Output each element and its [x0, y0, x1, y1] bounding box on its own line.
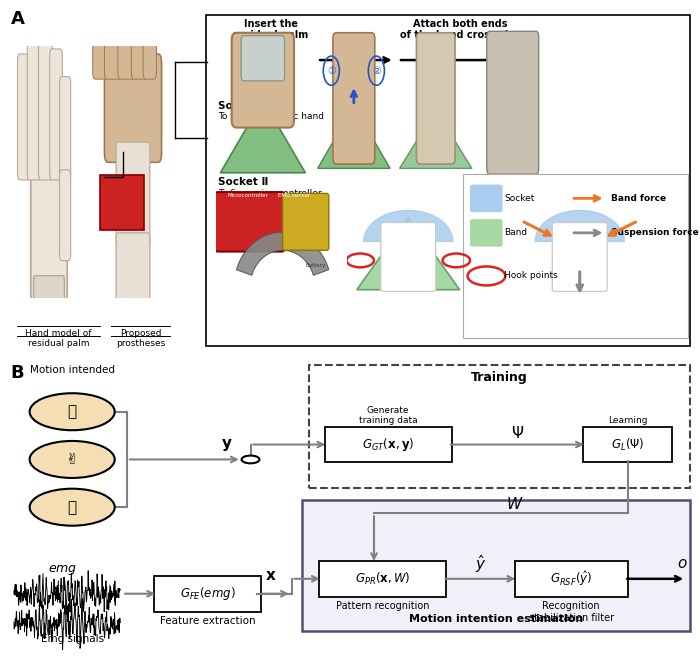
FancyBboxPatch shape: [232, 32, 294, 127]
Text: Motion intention estimation: Motion intention estimation: [409, 614, 583, 624]
Text: Hook points: Hook points: [504, 271, 558, 280]
FancyBboxPatch shape: [132, 0, 146, 79]
FancyBboxPatch shape: [486, 31, 539, 174]
Text: Generate
training data: Generate training data: [359, 406, 417, 425]
FancyBboxPatch shape: [325, 427, 452, 463]
FancyBboxPatch shape: [241, 36, 285, 81]
FancyBboxPatch shape: [583, 427, 673, 463]
Text: Hand model of
residual palm: Hand model of residual palm: [25, 329, 92, 348]
FancyBboxPatch shape: [333, 32, 374, 164]
FancyBboxPatch shape: [463, 174, 688, 338]
Text: Feature extraction: Feature extraction: [160, 616, 256, 626]
Polygon shape: [528, 217, 631, 290]
Text: Learning: Learning: [608, 416, 648, 425]
Polygon shape: [535, 210, 624, 241]
FancyBboxPatch shape: [104, 54, 162, 162]
Text: ✌: ✌: [66, 452, 78, 467]
Text: To fix a microcontroller,
EMG sensor and battery: To fix a microcontroller, EMG sensor and…: [218, 189, 328, 208]
Text: ✊: ✊: [68, 404, 77, 419]
FancyBboxPatch shape: [214, 192, 285, 251]
FancyBboxPatch shape: [552, 223, 607, 292]
Polygon shape: [318, 105, 390, 168]
Text: ①: ①: [327, 66, 336, 76]
Text: A: A: [10, 10, 25, 28]
Text: $\Psi$: $\Psi$: [511, 424, 524, 441]
Text: Proposed
prostheses: Proposed prostheses: [116, 329, 165, 348]
Text: B: B: [10, 364, 24, 382]
Text: EMG sensor: EMG sensor: [278, 194, 310, 198]
FancyBboxPatch shape: [118, 0, 134, 79]
Text: $G_{RSF}(\hat{y})$: $G_{RSF}(\hat{y})$: [550, 570, 592, 588]
Polygon shape: [357, 217, 460, 290]
FancyBboxPatch shape: [50, 49, 62, 180]
Circle shape: [29, 489, 115, 526]
Text: $\mathbf{y}$: $\mathbf{y}$: [220, 436, 232, 453]
FancyBboxPatch shape: [116, 233, 150, 304]
FancyBboxPatch shape: [381, 223, 435, 292]
Text: $W$: $W$: [506, 496, 524, 512]
FancyBboxPatch shape: [309, 365, 690, 488]
Polygon shape: [364, 210, 453, 241]
FancyBboxPatch shape: [38, 39, 52, 180]
Polygon shape: [237, 232, 329, 275]
FancyBboxPatch shape: [116, 142, 150, 248]
Text: $G_{FE}(\mathit{emg})$: $G_{FE}(\mathit{emg})$: [180, 585, 235, 602]
FancyBboxPatch shape: [143, 0, 157, 79]
Text: Attach both ends
of the band crosswise: Attach both ends of the band crosswise: [400, 19, 520, 40]
FancyBboxPatch shape: [416, 32, 455, 164]
FancyBboxPatch shape: [319, 561, 446, 597]
Text: $G_{L}(\Psi)$: $G_{L}(\Psi)$: [611, 436, 645, 453]
Text: Band: Band: [504, 228, 527, 237]
Text: $\mathit{emg}$: $\mathit{emg}$: [48, 563, 78, 577]
Circle shape: [241, 455, 260, 463]
FancyBboxPatch shape: [514, 561, 628, 597]
Text: Emg signals: Emg signals: [41, 634, 104, 644]
Text: $\hat{y}$: $\hat{y}$: [475, 553, 486, 575]
FancyBboxPatch shape: [470, 184, 503, 212]
Polygon shape: [400, 110, 472, 168]
FancyBboxPatch shape: [27, 29, 41, 180]
FancyBboxPatch shape: [31, 157, 67, 304]
FancyBboxPatch shape: [60, 77, 71, 180]
Text: $G_{GT}(\mathbf{x}, \mathbf{y})$: $G_{GT}(\mathbf{x}, \mathbf{y})$: [362, 436, 414, 453]
FancyBboxPatch shape: [206, 15, 690, 346]
Text: Suspension force: Suspension force: [610, 228, 699, 237]
Text: 🖐: 🖐: [68, 500, 77, 514]
FancyBboxPatch shape: [34, 276, 64, 417]
Text: $o$: $o$: [678, 556, 688, 572]
Text: ②: ②: [372, 66, 381, 76]
FancyBboxPatch shape: [104, 0, 121, 79]
Text: Battery: Battery: [306, 263, 326, 269]
Text: $\mathbf{x}$: $\mathbf{x}$: [265, 568, 277, 583]
Text: Insert the
residual palm: Insert the residual palm: [234, 19, 309, 40]
FancyBboxPatch shape: [470, 219, 503, 247]
Text: Pattern recognition: Pattern recognition: [336, 601, 429, 611]
Text: Socket Ⅰ: Socket Ⅰ: [218, 101, 266, 111]
Text: Recognition
stabilization filter: Recognition stabilization filter: [528, 601, 614, 623]
FancyBboxPatch shape: [302, 500, 690, 631]
FancyBboxPatch shape: [155, 575, 261, 611]
Text: Motion intended: Motion intended: [29, 365, 115, 375]
Polygon shape: [220, 100, 305, 173]
Circle shape: [29, 393, 115, 430]
FancyBboxPatch shape: [283, 194, 329, 251]
Text: Socket Ⅱ: Socket Ⅱ: [218, 177, 269, 187]
FancyBboxPatch shape: [100, 175, 144, 230]
Text: Band force: Band force: [610, 194, 666, 203]
Text: Socket: Socket: [504, 194, 535, 203]
Text: To fix a prosthetic hand: To fix a prosthetic hand: [218, 112, 324, 121]
Text: Microcontroller: Microcontroller: [228, 194, 268, 198]
FancyBboxPatch shape: [18, 54, 30, 180]
Text: Training: Training: [471, 371, 528, 385]
Circle shape: [29, 441, 115, 478]
Text: $G_{PR}(\mathbf{x}, W)$: $G_{PR}(\mathbf{x}, W)$: [355, 571, 410, 587]
FancyBboxPatch shape: [92, 0, 108, 79]
FancyBboxPatch shape: [60, 170, 71, 261]
